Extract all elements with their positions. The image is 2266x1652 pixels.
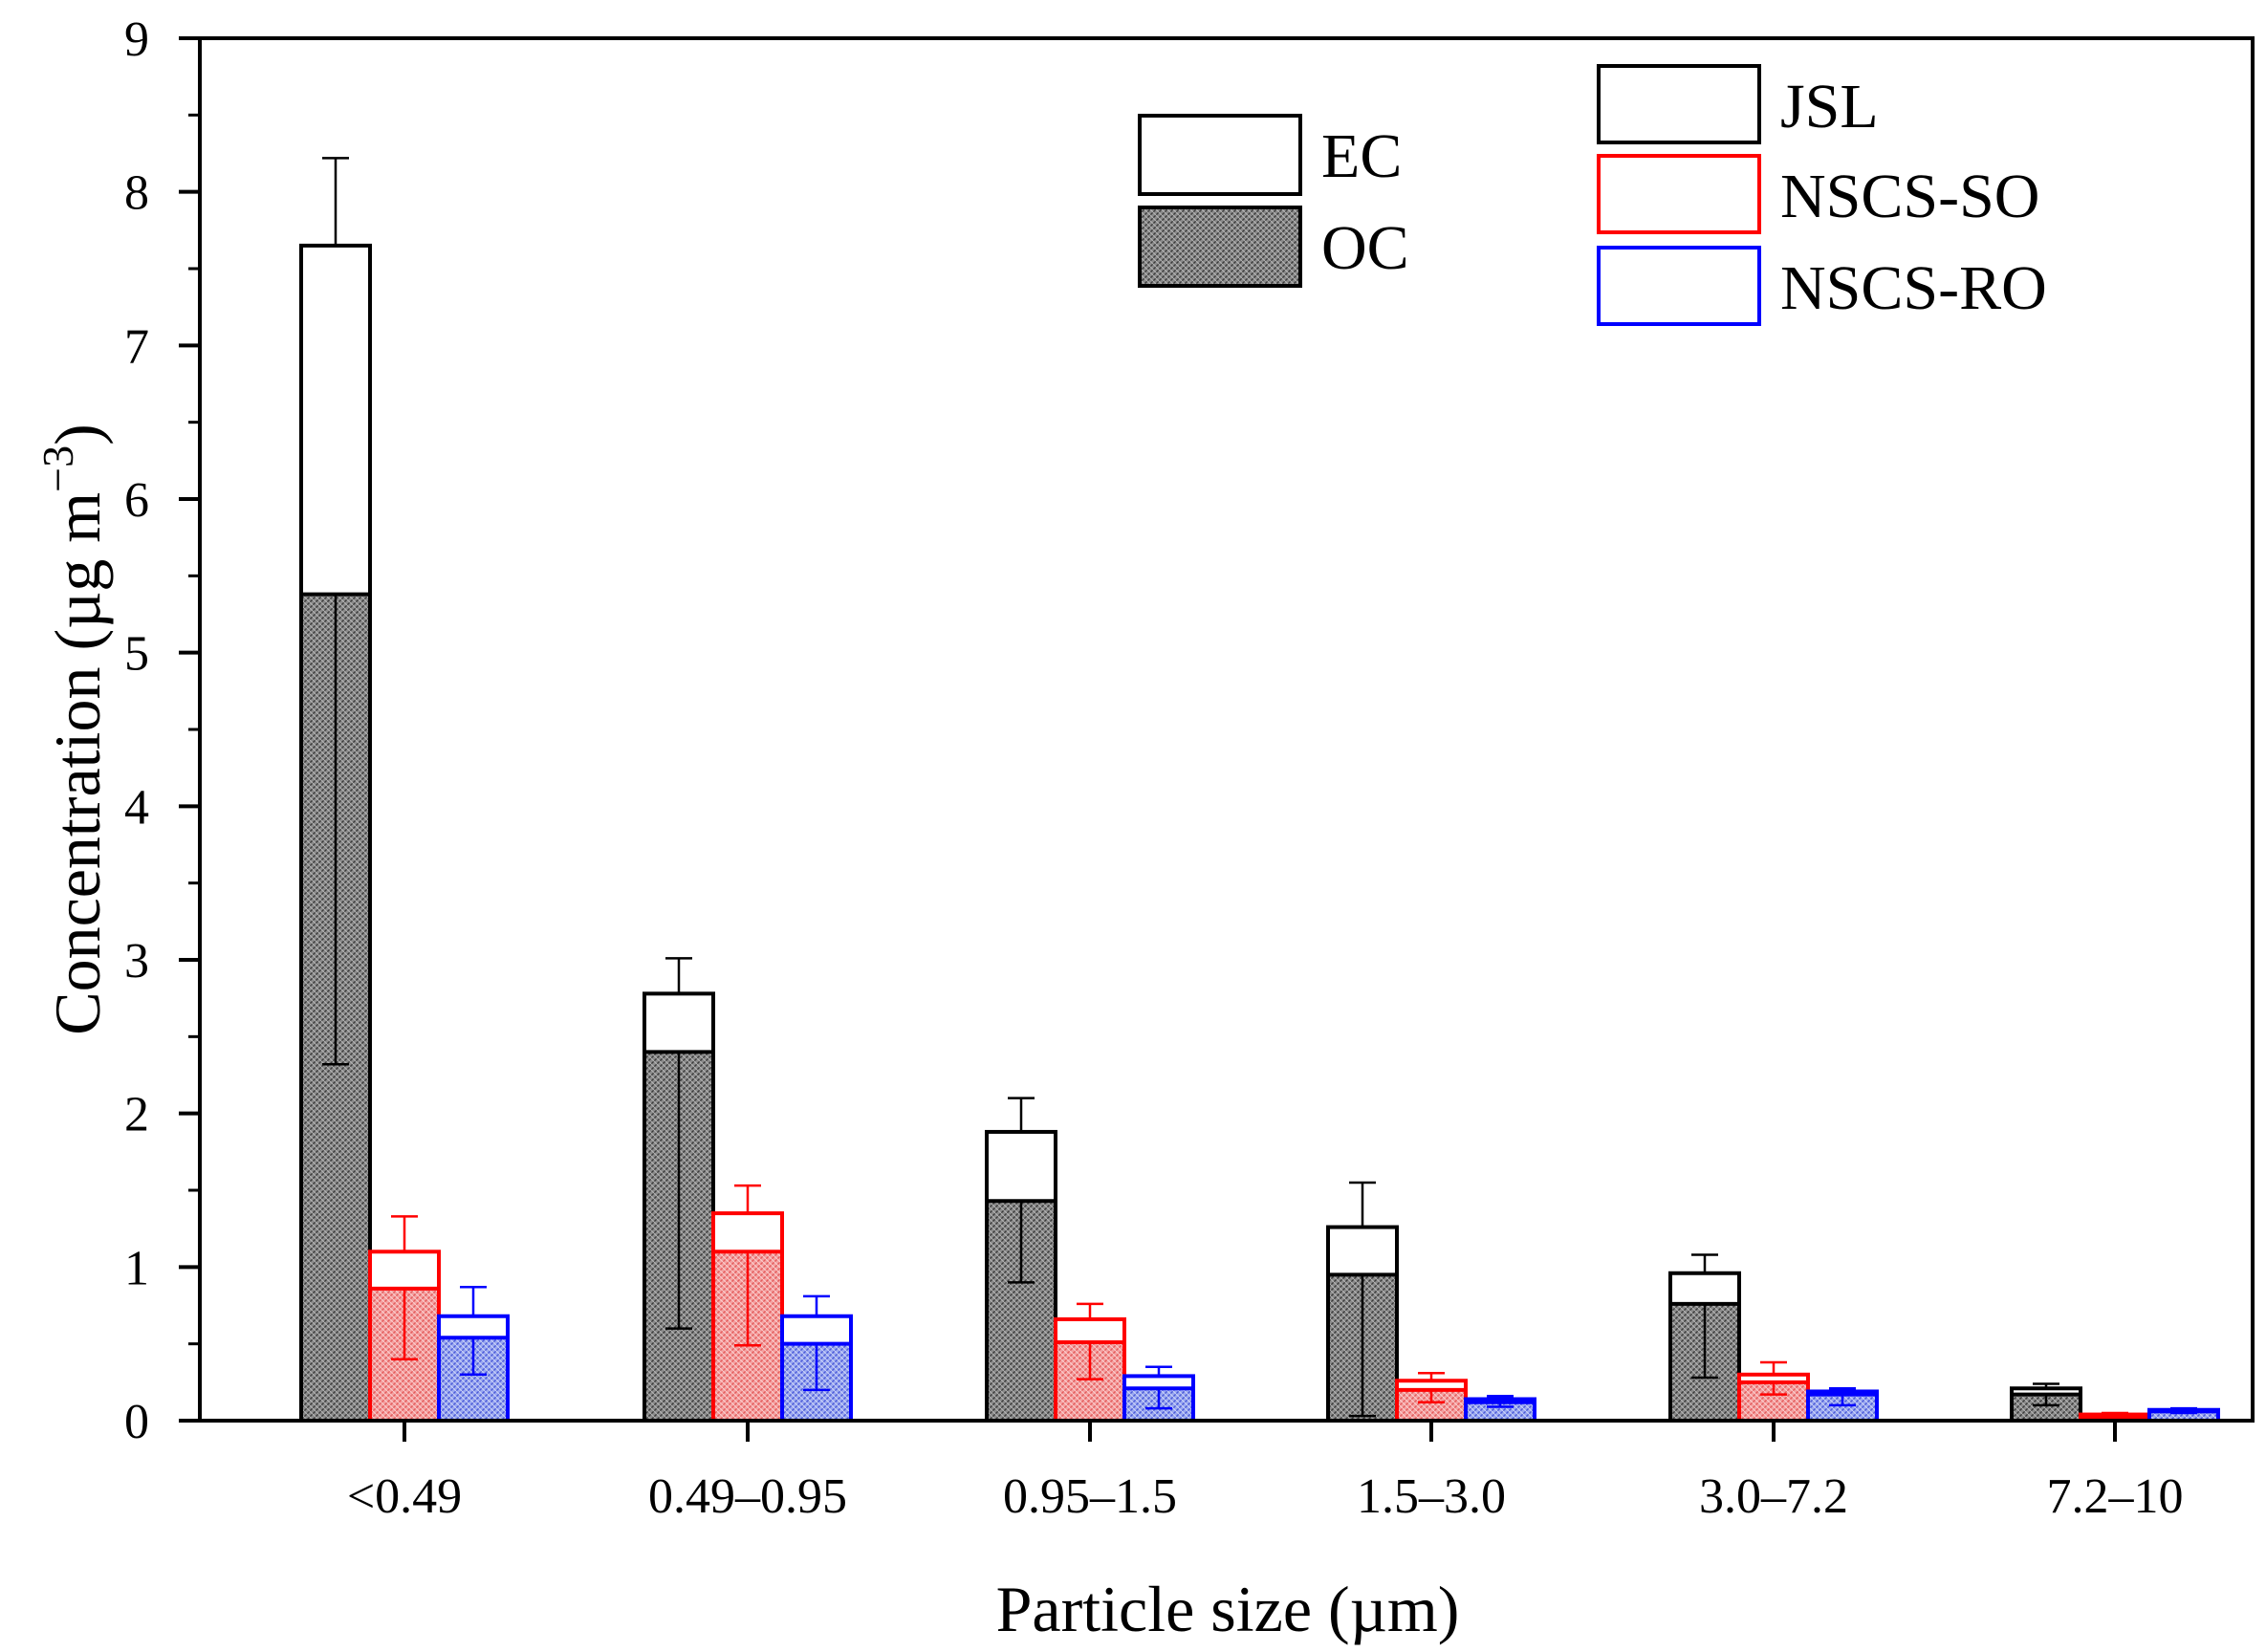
bar-ec-nscs-so-4 [1739,1374,1808,1382]
y-tick-label-4: 4 [124,780,149,835]
legend-swatch-oc [1138,206,1302,288]
x-tick-label-3: 1.5–3.0 [1357,1469,1506,1524]
y-tick-label-3: 3 [124,934,149,989]
y-tick-label-6: 6 [124,473,149,528]
legend-label-jsl: JSL [1780,72,1879,141]
y-tick-label-9: 9 [124,12,149,67]
x-axis-ticks: <0.49 0.49–0.95 0.95–1.5 1.5–3.0 3.0–7.2 7.2–… [347,1421,2184,1524]
bar-ec-nscs-ro-0 [439,1315,508,1338]
bars-group [299,157,2220,1424]
y-axis-title: Concentration (µg m−3) [33,424,114,1035]
x-tick-label-0: <0.49 [347,1469,462,1524]
y-tick-label-5: 5 [124,627,149,682]
x-tick-label-5: 7.2–10 [2047,1469,2184,1524]
legend-label-nscs-so: NSCS-SO [1780,162,2039,231]
legend-swatch-nscs-so [1597,154,1761,234]
y-tick-label-2: 2 [124,1088,149,1142]
bar-ec-nscs-ro-1 [782,1315,851,1344]
x-tick-label-1: 0.49–0.95 [648,1469,847,1524]
y-tick-label-0: 0 [124,1395,149,1449]
legend-swatch-ec [1138,114,1302,196]
bar-ec-nscs-so-3 [1397,1380,1466,1390]
bar-ec-jsl-3 [1328,1227,1397,1275]
bar-ec-jsl-2 [987,1131,1056,1202]
bar-oc-nscs-ro-3 [1466,1402,1535,1421]
y-tick-label-1: 1 [124,1241,149,1295]
legend-label-oc: OC [1321,213,1409,283]
legend-sites: JSL NSCS-SO NSCS-RO [1597,64,2047,326]
legend-label-ec: EC [1321,121,1402,191]
bar-ec-jsl-0 [301,245,370,595]
bar-ec-jsl-4 [1670,1272,1739,1304]
bar-ec-nscs-so-0 [370,1251,439,1289]
legend-components: EC OC [1138,114,1409,288]
y-tick-label-7: 7 [124,319,149,374]
plot-frame [198,36,2255,1423]
bar-ec-nscs-ro-2 [1124,1376,1193,1389]
legend-swatch-jsl [1597,64,1761,144]
x-tick-label-4: 3.0–7.2 [1699,1469,1848,1524]
x-axis-title: Particle size (µm) [996,1573,1460,1645]
bar-ec-nscs-so-2 [1056,1318,1124,1343]
bar-ec-nscs-so-1 [713,1213,782,1252]
y-tick-label-8: 8 [124,166,149,221]
bar-ec-jsl-1 [644,993,713,1053]
legend-swatch-nscs-ro [1597,246,1761,326]
y-axis-ticks: 0 1 2 3 4 5 6 7 8 9 [124,12,200,1449]
legend-label-nscs-ro: NSCS-RO [1780,253,2047,323]
bar-oc-nscs-ro-5 [2149,1411,2218,1421]
bar-ec-jsl-5 [2012,1388,2081,1395]
x-tick-label-2: 0.95–1.5 [1003,1469,1177,1524]
